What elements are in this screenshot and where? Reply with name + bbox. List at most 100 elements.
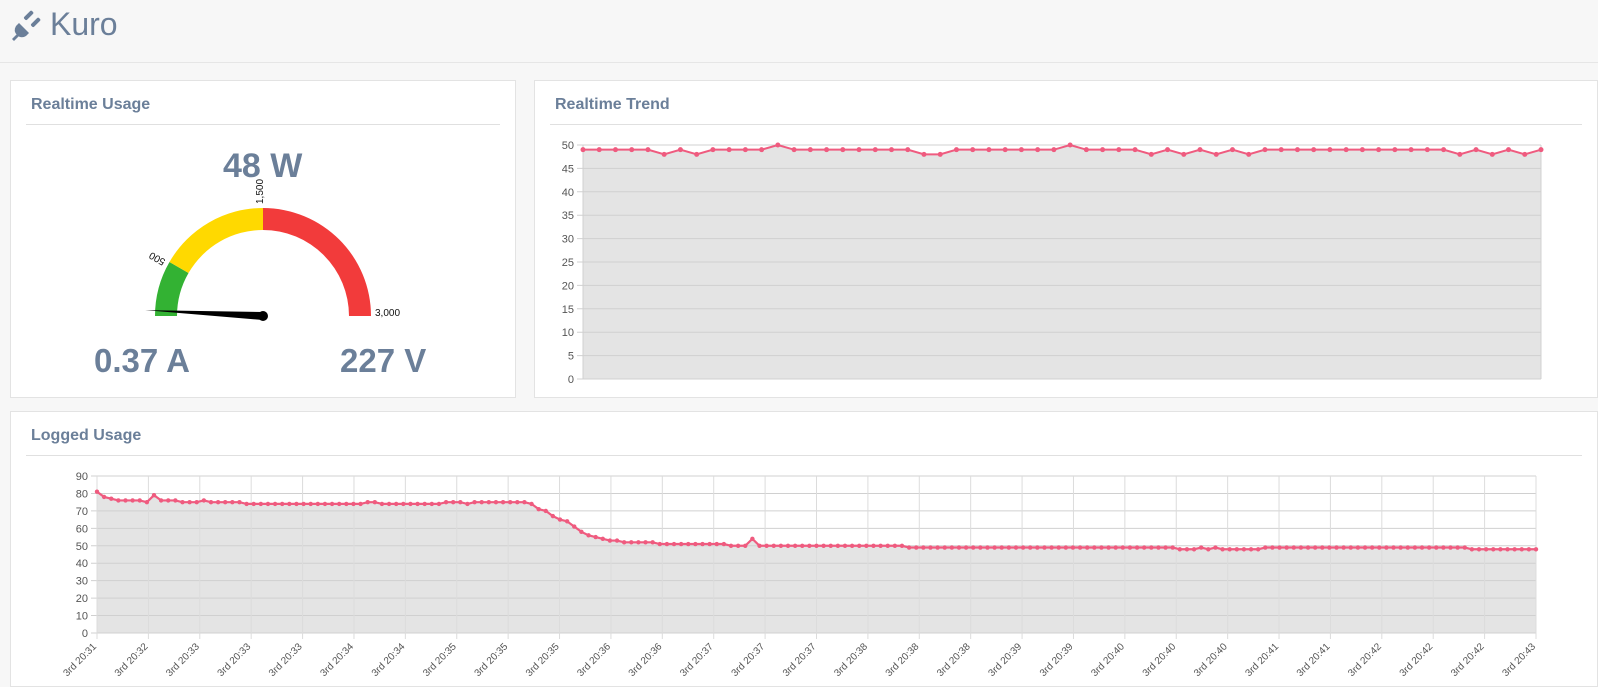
data-point	[921, 151, 927, 157]
data-point	[700, 541, 705, 547]
data-point	[1526, 547, 1532, 552]
data-point	[953, 147, 959, 153]
panel-title: Realtime Usage	[31, 96, 151, 113]
realtime-trend-panel: Realtime Trend 0 5 10 15 20 25 30 35 40 45 50	[534, 80, 1598, 398]
plug-icon	[12, 10, 41, 41]
data-point	[1181, 151, 1187, 157]
data-point	[1294, 147, 1300, 153]
series-line	[583, 143, 1542, 156]
data-point	[1020, 545, 1026, 550]
x-tick-label: 3rd 20:40	[1192, 641, 1230, 679]
data-point	[828, 543, 833, 548]
x-tick-label: 3rd 20:37	[781, 641, 819, 679]
data-point	[1455, 545, 1460, 550]
voltage-readout: 227 V	[340, 342, 427, 379]
data-point	[824, 147, 830, 153]
data-point	[272, 501, 278, 507]
x-tick-label: 3rd 20:40	[1089, 641, 1127, 679]
y-tick-label: 80	[76, 488, 88, 500]
y-tick-label: 60	[76, 523, 88, 535]
brand[interactable]: Kuro	[10, 6, 118, 43]
data-point	[258, 501, 264, 507]
x-tick-label: 3rd 20:38	[884, 641, 922, 679]
data-point	[1489, 151, 1495, 157]
data-point	[1099, 545, 1104, 550]
data-point	[180, 499, 185, 505]
x-tick-label: 3rd 20:43	[1500, 641, 1538, 679]
y-tick-label: 20	[562, 280, 574, 292]
data-point	[1348, 545, 1353, 550]
data-point	[1070, 545, 1076, 550]
data-point	[842, 543, 848, 548]
x-tick-label: 3rd 20:41	[1295, 641, 1333, 679]
data-point	[657, 541, 662, 547]
data-point	[579, 529, 584, 535]
data-point	[742, 147, 748, 153]
data-point	[785, 543, 791, 548]
data-point	[914, 545, 919, 550]
x-tick-label: 3rd 20:34	[370, 641, 408, 679]
y-tick-label: 25	[562, 257, 574, 269]
data-point	[1018, 147, 1024, 153]
data-point	[429, 501, 435, 507]
data-point	[1424, 147, 1430, 153]
data-point	[596, 147, 602, 153]
data-point	[322, 501, 328, 507]
data-point	[507, 499, 513, 505]
data-point	[1229, 147, 1235, 153]
data-point	[1377, 545, 1382, 550]
data-point	[550, 513, 556, 519]
data-point	[686, 541, 691, 547]
data-point	[401, 501, 406, 507]
data-point	[572, 524, 577, 529]
data-point	[621, 540, 627, 545]
data-point	[1134, 545, 1140, 550]
data-point	[764, 543, 769, 548]
gauge-band	[169, 208, 263, 273]
data-point	[1120, 545, 1126, 550]
x-tick-label: 3rd 20:39	[1038, 641, 1076, 679]
data-point	[1013, 545, 1019, 550]
data-point	[771, 543, 776, 548]
data-point	[942, 545, 947, 550]
data-point	[1028, 545, 1033, 550]
data-point	[714, 541, 719, 547]
data-point	[344, 501, 349, 507]
data-point	[144, 499, 150, 505]
data-point	[365, 499, 370, 505]
data-point	[1498, 547, 1503, 552]
data-point	[1298, 545, 1304, 550]
y-tick-label: 10	[76, 611, 88, 623]
x-tick-label: 3rd 20:33	[267, 641, 305, 679]
data-point	[557, 517, 563, 522]
data-point	[1116, 147, 1122, 153]
data-point	[1369, 545, 1375, 550]
data-point	[1262, 147, 1268, 153]
data-point	[1241, 547, 1247, 552]
data-point	[500, 499, 506, 505]
data-point	[921, 545, 926, 550]
data-point	[792, 543, 798, 548]
data-point	[871, 543, 876, 548]
data-point	[694, 151, 700, 157]
x-tick-label: 3rd 20:34	[318, 641, 356, 679]
data-point	[287, 501, 292, 507]
data-point	[1362, 545, 1368, 550]
y-tick-label: 5	[568, 351, 574, 363]
x-tick-label: 3rd 20:38	[832, 641, 870, 679]
y-tick-label: 40	[562, 187, 574, 199]
realtime-usage-panel: Realtime Usage 48 W 500 1,500 3,000 0.37 A…	[10, 80, 516, 398]
data-point	[889, 147, 895, 153]
y-tick-label: 50	[76, 541, 88, 553]
data-point	[864, 543, 869, 548]
gauge-band	[155, 262, 189, 316]
data-point	[422, 501, 427, 507]
data-point	[280, 501, 285, 507]
x-tick-label: 3rd 20:40	[1141, 641, 1179, 679]
data-point	[1083, 147, 1089, 153]
data-point	[1085, 545, 1090, 550]
power-readout: 48 W	[223, 147, 303, 185]
data-point	[970, 147, 976, 153]
data-point	[721, 541, 727, 547]
data-point	[807, 543, 812, 548]
